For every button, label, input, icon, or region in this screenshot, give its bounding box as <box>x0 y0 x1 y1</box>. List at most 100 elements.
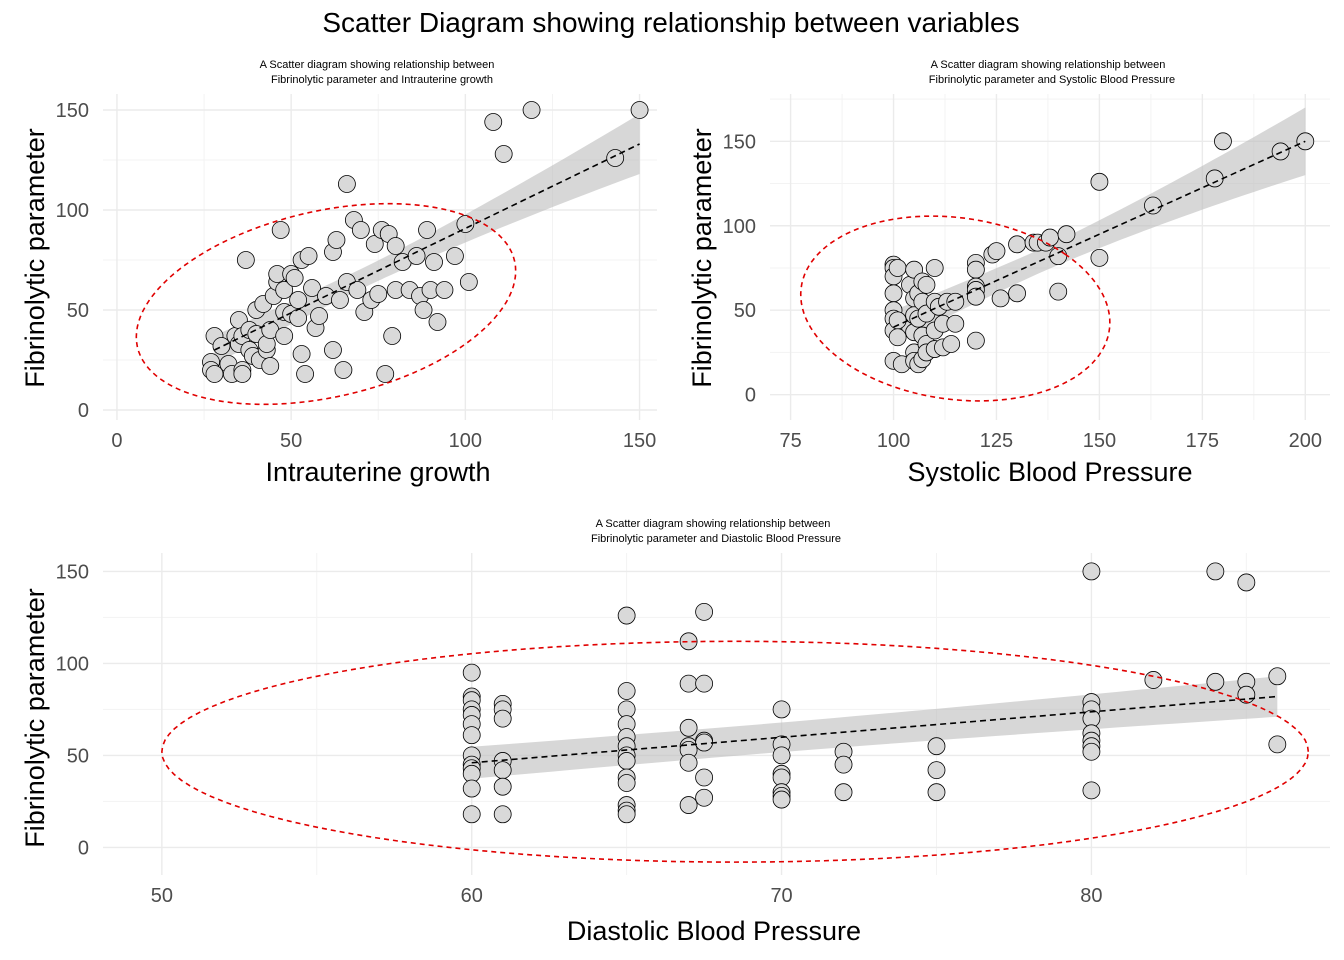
panel-1-x-tick-label: 50 <box>280 430 302 452</box>
panel-2-y-tick-label: 50 <box>734 300 756 322</box>
panel-3-data-point <box>1206 672 1225 691</box>
panel-1-data-point <box>292 345 311 363</box>
panel-1-data-point <box>383 327 402 345</box>
panel-1-data-point <box>331 291 349 309</box>
panel-3-regression-line <box>471 695 1278 764</box>
panel-1-y-tick-label: 100 <box>56 200 89 222</box>
panel-2-data-point <box>1049 282 1068 301</box>
panel-3-data-point <box>927 761 946 780</box>
panel-2-data-point <box>942 335 961 353</box>
panel-3-data-point <box>695 788 714 807</box>
panel-1-data-point <box>299 247 318 265</box>
panel-1-data-point <box>459 273 478 291</box>
panel-systolic-blood-pressure: A Scatter diagram showing relationship b… <box>687 59 1330 487</box>
panel-2-data-point <box>1271 142 1290 161</box>
panel-3-y-tick-label: 150 <box>56 561 89 583</box>
panel-1-ellipse <box>135 202 517 406</box>
panel-3-x-tick-label: 60 <box>461 885 483 907</box>
panel-1-data-point <box>630 101 649 119</box>
panel-3-data-point <box>834 783 853 802</box>
panel-1-regression-line <box>214 143 640 351</box>
panel-3-data-point <box>772 790 791 809</box>
panel-2-x-tick-label: 75 <box>779 430 801 452</box>
panel-2-x-tick-label: 125 <box>980 430 1013 452</box>
panel-2-tick-labels: 75 100 125 150 175 200 0 50 100 150 <box>723 131 1322 452</box>
panel-2-y-tick-label: 150 <box>723 131 756 153</box>
panel-1-x-tick-label: 0 <box>111 430 122 452</box>
panel-2-ellipse <box>799 215 1111 402</box>
panel-2-data-point <box>1008 284 1026 303</box>
panel-1-data-point <box>425 253 443 271</box>
panel-1-data-point <box>275 327 294 345</box>
panel-3-fit-line <box>471 695 1278 764</box>
panel-3-x-axis-title: Diastolic Blood Pressure <box>567 916 861 946</box>
panel-3-data-point <box>617 752 636 770</box>
panel-3-data-point <box>1268 667 1287 686</box>
panel-2-x-tick-label: 175 <box>1186 430 1219 452</box>
panel-1-data-point <box>369 285 388 303</box>
panel-1-data-point <box>428 313 447 331</box>
panel-3-y-axis-title: Fibrinolytic parameter <box>20 588 50 848</box>
panel-3-data-point <box>1144 671 1163 689</box>
panel-1-data-point <box>275 281 294 299</box>
panel-3-data-point <box>617 682 636 700</box>
panel-3-confidence-ellipse <box>161 640 1310 863</box>
panel-1-x-tick-label: 150 <box>623 430 656 452</box>
panel-2-x-tick-label: 150 <box>1083 430 1116 452</box>
panel-1-data-point <box>484 113 503 131</box>
panel-3-tick-labels: 50 60 70 80 0 50 100 150 <box>56 561 1103 907</box>
panel-2-x-tick-label: 100 <box>877 430 910 452</box>
panel-3-y-tick-label: 50 <box>67 745 89 767</box>
panel-1-tick-labels: 0 50 100 150 0 50 100 150 <box>56 100 657 452</box>
panel-1-x-tick-label: 100 <box>449 430 482 452</box>
panel-2-x-tick-label: 200 <box>1289 430 1322 452</box>
panel-3-data-point <box>695 674 714 693</box>
panel-1-data-point <box>289 309 308 327</box>
panel-1-data-point <box>310 307 328 325</box>
panel-2-y-tick-label: 100 <box>723 216 756 238</box>
panel-2-data-point <box>946 314 965 333</box>
panel-2-title-line2: Fibrinolytic parameter and Systolic Bloo… <box>929 74 1175 86</box>
panel-3-data-point <box>1237 573 1256 592</box>
panel-3-data-point <box>1268 735 1287 754</box>
panel-3-data-point <box>493 761 512 780</box>
panel-1-y-tick-label: 0 <box>78 400 89 422</box>
panel-3-data-point <box>1206 562 1225 581</box>
panel-3-data-point <box>1082 781 1101 800</box>
panel-3-data-point <box>679 796 698 814</box>
panel-3-data-point <box>617 774 636 792</box>
panel-2-data-point <box>884 284 903 303</box>
panel-3-data-point <box>1082 742 1101 761</box>
panel-3-data-point <box>617 606 636 625</box>
panel-1-data-point <box>327 231 346 249</box>
panel-1-x-axis-title: Intrauterine growth <box>265 457 490 487</box>
panel-3-title-line2: Fibrinolytic parameter and Diastolic Blo… <box>591 533 841 545</box>
panel-1-data-point <box>351 221 370 239</box>
panel-2-data-point <box>1090 248 1109 267</box>
panel-3-data-point <box>462 663 481 682</box>
panel-1-data-point <box>236 251 255 269</box>
panel-1-title-line2: Fibrinolytic parameter and Intrauterine … <box>271 74 493 86</box>
panel-2-title-line1: A Scatter diagram showing relationship b… <box>931 59 1166 71</box>
panel-2-data-point <box>1057 225 1076 244</box>
panel-2-data-point <box>1008 235 1026 254</box>
panel-2-confidence-ellipse <box>799 215 1111 402</box>
panel-3-x-tick-label: 80 <box>1080 885 1102 907</box>
panel-1-data-point <box>456 215 475 233</box>
panel-1-y-tick-label: 150 <box>56 100 89 122</box>
panel-3-data-point <box>462 726 481 745</box>
panel-1-data-point <box>261 357 280 375</box>
panel-1-data-point <box>337 175 356 193</box>
panel-3-data-point <box>834 755 853 774</box>
panel-2-data-point <box>1214 132 1232 151</box>
panel-2-data-point <box>888 311 907 330</box>
panel-3-ci-band <box>471 676 1278 779</box>
panel-1-points <box>202 101 649 383</box>
panel-2-x-axis-title: Systolic Blood Pressure <box>907 457 1192 487</box>
panel-1-y-tick-label: 50 <box>67 300 89 322</box>
panel-2-data-point <box>987 242 1006 260</box>
panel-1-data-point <box>522 101 541 119</box>
panel-1-data-point <box>303 279 321 297</box>
panel-1-data-point <box>376 365 395 383</box>
panel-3-x-tick-label: 50 <box>151 885 173 907</box>
